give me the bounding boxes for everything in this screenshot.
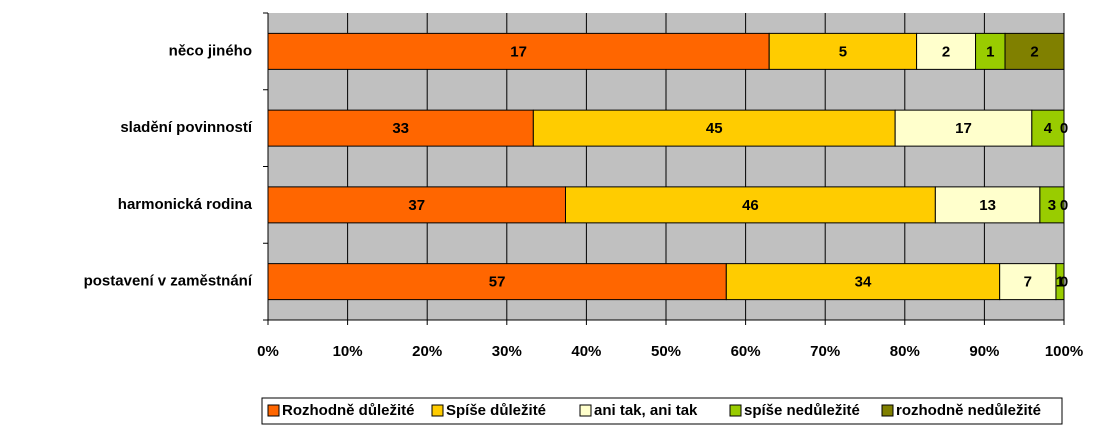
legend-swatch	[431, 404, 444, 417]
value-label: 1	[1056, 274, 1064, 291]
legend-label: Spíše důležité	[446, 402, 546, 419]
legend-label: spíše nedůležité	[744, 402, 860, 419]
value-label: 3	[1048, 197, 1056, 214]
legend-swatch	[579, 404, 592, 417]
x-tick-label: 90%	[969, 343, 999, 360]
y-tick-label: harmonická rodina	[118, 196, 253, 213]
bar-segment	[1031, 109, 1065, 147]
x-tick-label: 20%	[412, 343, 442, 360]
value-label: 17	[955, 120, 972, 137]
bar-segment	[532, 109, 896, 147]
value-label: 57	[489, 274, 506, 291]
x-tick-label: 80%	[890, 343, 920, 360]
value-label: 4	[1044, 120, 1053, 137]
bar-segment	[267, 32, 770, 70]
bar-segment	[768, 32, 918, 70]
y-tick-label: sladění povinností	[120, 119, 253, 136]
x-tick-label: 40%	[571, 343, 601, 360]
legend-box	[261, 397, 1063, 425]
y-tick-label: postavení v zaměstnání	[84, 273, 253, 290]
bar-segment	[894, 109, 1033, 147]
bar-segment	[725, 263, 1001, 301]
y-tick-label: něco jiného	[169, 42, 252, 59]
legend-label: ani tak, ani tak	[594, 402, 698, 419]
value-label: 2	[942, 43, 950, 60]
bar-segment	[934, 186, 1041, 224]
value-label: 0	[1060, 120, 1068, 137]
legend-swatch	[729, 404, 742, 417]
value-label: 2	[1030, 43, 1038, 60]
value-label: 0	[1060, 274, 1068, 291]
value-label: 13	[979, 197, 996, 214]
bar-segment	[916, 32, 977, 70]
x-tick-label: 60%	[731, 343, 761, 360]
x-tick-label: 70%	[810, 343, 840, 360]
value-label: 45	[706, 120, 723, 137]
value-label: 37	[408, 197, 425, 214]
value-label: 0	[1060, 197, 1068, 214]
x-tick-label: 10%	[333, 343, 363, 360]
bar-segment	[1039, 186, 1065, 224]
value-label: 34	[855, 274, 872, 291]
bar-segment	[267, 109, 534, 147]
value-label: 46	[742, 197, 759, 214]
bar-segment	[564, 186, 936, 224]
value-label: 5	[839, 43, 847, 60]
value-label: 33	[392, 120, 409, 137]
value-label: 17	[510, 43, 527, 60]
legend-label: rozhodně nedůležité	[896, 402, 1041, 419]
x-tick-label: 0%	[257, 343, 279, 360]
legend-swatch	[881, 404, 894, 417]
x-tick-label: 50%	[651, 343, 681, 360]
value-label: 7	[1024, 274, 1032, 291]
bar-segment	[1055, 263, 1065, 301]
x-tick-label: 30%	[492, 343, 522, 360]
value-label: 1	[986, 43, 994, 60]
bar-segment	[975, 32, 1006, 70]
bar-segment	[1004, 32, 1065, 70]
legend-label: Rozhodně důležité	[282, 402, 415, 419]
x-tick-label: 100%	[1045, 343, 1083, 360]
legend-swatch	[267, 404, 280, 417]
